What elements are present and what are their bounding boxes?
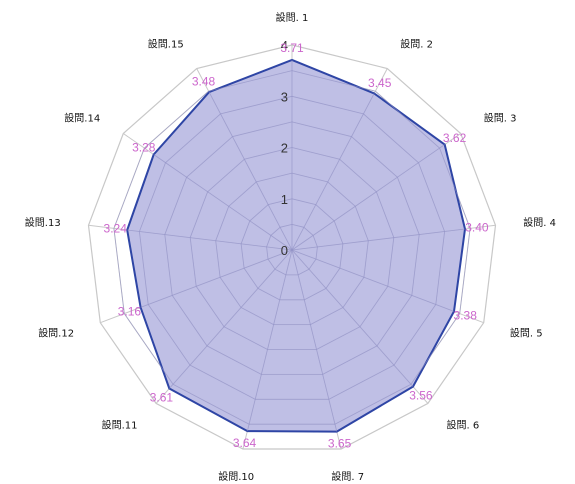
data-label-3: 3.62 (443, 131, 467, 145)
data-label-7: 3.65 (328, 436, 352, 450)
series-area (127, 60, 465, 432)
radial-tick-0: 0 (281, 243, 288, 258)
data-label-8: 3.64 (233, 436, 257, 450)
radial-tick-1: 1 (281, 192, 288, 207)
axis-label-7: 設問. 7 (331, 470, 364, 483)
data-label-13: 3.48 (192, 75, 216, 89)
axis-label-1: 設問. 1 (276, 11, 309, 24)
axis-label-8: 設問.10 (218, 470, 254, 483)
data-label-9: 3.61 (150, 391, 174, 405)
radar-series (114, 60, 470, 432)
axis-label-12: 設問.14 (64, 112, 100, 125)
data-label-1: 3.71 (280, 41, 304, 55)
axis-label-11: 設問.13 (25, 216, 61, 229)
axis-label-3: 設問. 3 (484, 112, 517, 125)
axis-label-13: 設問.15 (148, 38, 184, 51)
axis-label-2: 設問. 2 (400, 38, 433, 51)
data-label-11: 3.24 (104, 222, 128, 236)
data-label-10: 3.16 (118, 305, 142, 319)
radial-tick-3: 3 (281, 89, 288, 104)
axis-label-4: 設問. 4 (523, 216, 556, 229)
data-label-6: 3.56 (409, 389, 433, 403)
axis-label-5: 設問. 5 (510, 327, 543, 340)
radial-tick-2: 2 (281, 141, 288, 156)
axis-label-9: 設問.11 (102, 418, 138, 431)
data-label-2: 3.45 (368, 76, 392, 90)
axis-label-10: 設問.12 (38, 327, 74, 340)
axis-label-6: 設問. 6 (447, 418, 480, 431)
data-label-12: 3.28 (132, 141, 156, 155)
data-label-5: 3.38 (454, 309, 478, 323)
data-label-4: 3.40 (465, 221, 489, 235)
